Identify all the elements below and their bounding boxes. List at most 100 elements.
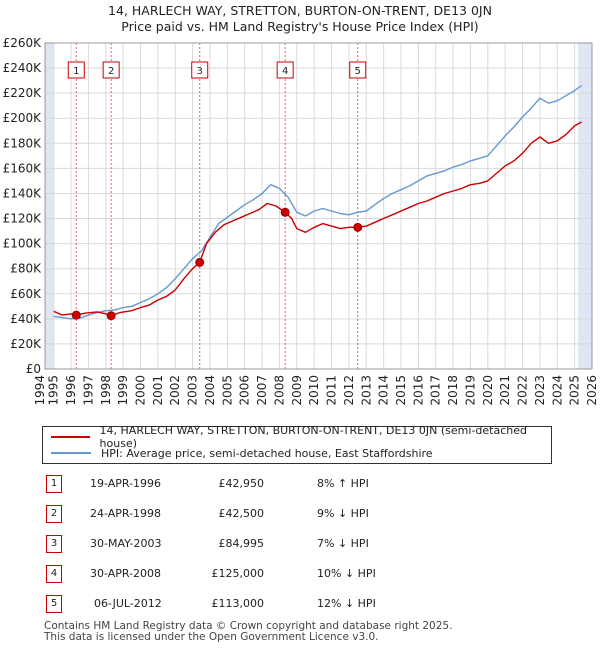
x-tick-label: 1995	[47, 375, 61, 406]
plot-frame	[44, 42, 593, 370]
footer-copyright: Contains HM Land Registry data © Crown c…	[44, 620, 453, 632]
sale-date: 30-APR-2008	[90, 567, 162, 580]
y-tick-label: £140K	[3, 186, 43, 200]
event-marker-box	[102, 61, 120, 79]
y-tick-label: £220K	[3, 86, 43, 100]
y-tick-label: £120K	[3, 212, 43, 226]
series-line-hpi	[53, 85, 583, 320]
sale-row: 2 24-APR-1998 £42,500 9% ↓ HPI	[42, 505, 562, 525]
x-tick-label: 1998	[99, 375, 113, 406]
x-tick-label: 2008	[272, 375, 286, 406]
sale-row: 1 19-APR-1996 £42,950 8% ↑ HPI	[42, 475, 562, 495]
event-marker-box	[276, 61, 294, 79]
x-tick-label: 2000	[134, 375, 148, 406]
sale-hpi: 7% ↓ HPI	[317, 537, 369, 550]
x-tick-label: 2015	[394, 375, 408, 406]
x-tick-label: 2016	[411, 375, 425, 406]
price-chart: £0 £20K £40K £60K £80K £100K £120K £140K £160K £1…	[3, 36, 599, 406]
event-marker-label: 3	[197, 66, 203, 77]
sale-price: £84,995	[218, 537, 265, 550]
shade-band-start	[45, 43, 54, 369]
plot-area	[45, 43, 592, 369]
chart-title: Price paid vs. HM Land Registry's House …	[121, 19, 479, 34]
sale-row: 3 30-MAY-2003 £84,995 7% ↓ HPI	[42, 535, 562, 555]
footer: Contains HM Land Registry data © Crown c…	[44, 621, 452, 643]
footer-license: This data is licensed under the Open Gov…	[44, 631, 379, 643]
sale-price: £42,500	[218, 507, 265, 520]
sale-number: 5	[46, 595, 62, 613]
sale-hpi: 10% ↓ HPI	[317, 567, 376, 580]
x-tick-label: 2023	[533, 375, 547, 406]
x-tick-label: 2006	[238, 375, 252, 406]
x-tick-label: 2007	[255, 375, 269, 406]
x-tick-label: 2021	[498, 375, 512, 406]
y-tick-label: £20K	[10, 337, 42, 351]
x-tick-label: 2014	[377, 375, 391, 406]
x-tick-label: 2013	[359, 375, 373, 406]
sale-point	[106, 311, 116, 321]
y-tick-label: £60K	[10, 287, 42, 301]
shade-band-end	[578, 43, 592, 369]
sale-point	[353, 222, 363, 232]
x-tick-label: 2024	[550, 375, 564, 406]
sale-date: 19-APR-1996	[90, 477, 162, 490]
chart-legend: 14, HARLECH WAY, STRETTON, BURTON-ON-TRE…	[42, 424, 552, 464]
y-tick-label: £260K	[3, 36, 43, 50]
y-tick-label: £160K	[3, 161, 43, 175]
event-marker-label: 4	[282, 66, 288, 77]
sale-number: 1	[46, 475, 62, 493]
x-tick-label: 2017	[429, 375, 443, 406]
sale-hpi: 12% ↓ HPI	[317, 597, 376, 610]
x-tick-label: 2019	[463, 375, 477, 406]
x-tick-label: 2012	[342, 375, 356, 406]
sale-number: 3	[46, 535, 62, 553]
event-marker-label: 5	[355, 66, 361, 77]
x-tick-label: 2018	[446, 375, 460, 406]
sale-number: 4	[46, 565, 62, 583]
y-tick-label: £180K	[3, 136, 43, 150]
x-tick-label: 2010	[307, 375, 321, 406]
x-tick-label: 1994	[33, 375, 47, 406]
sale-hpi: 8% ↑ HPI	[317, 477, 369, 490]
sale-date: 24-APR-1998	[90, 507, 162, 520]
sale-date: 30-MAY-2003	[90, 537, 162, 550]
x-tick-label: 2002	[168, 375, 182, 406]
event-marker-box	[191, 61, 209, 79]
event-marker-label: 2	[108, 66, 114, 77]
sale-price: £42,950	[218, 477, 265, 490]
y-tick-label: £240K	[3, 61, 43, 75]
x-tick-label: 2005	[220, 375, 234, 406]
legend-label-property: 14, HARLECH WAY, STRETTON, BURTON-ON-TRE…	[99, 424, 527, 450]
sale-row: 4 30-APR-2008 £125,000 10% ↓ HPI	[42, 565, 562, 585]
chart-title-address: 14, HARLECH WAY, STRETTON, BURTON-ON-TRE…	[108, 3, 492, 18]
sale-point	[71, 310, 81, 320]
sale-point	[280, 207, 290, 217]
x-tick-label: 2026	[585, 375, 599, 406]
x-tick-label: 1996	[64, 375, 78, 406]
x-tick-label: 2011	[325, 375, 339, 406]
x-tick-label: 1999	[116, 375, 130, 406]
legend-item-property: 14, HARLECH WAY, STRETTON, BURTON-ON-TRE…	[51, 424, 551, 450]
event-marker-box	[67, 61, 85, 79]
legend-label-hpi: HPI: Average price, semi-detached house,…	[101, 446, 433, 460]
sale-number: 2	[46, 505, 62, 523]
sale-price: £113,000	[211, 597, 265, 610]
sale-hpi: 9% ↓ HPI	[317, 507, 369, 520]
sale-point	[195, 257, 205, 267]
x-tick-label: 2004	[203, 375, 217, 406]
y-tick-label: £100K	[3, 237, 43, 251]
x-tick-label: 2022	[516, 375, 530, 406]
event-marker-label: 1	[73, 66, 79, 77]
series-line-property	[53, 121, 582, 317]
legend-item-hpi: HPI: Average price, semi-detached house,…	[51, 445, 433, 461]
x-tick-label: 2003	[186, 375, 200, 406]
y-tick-label: £0	[26, 362, 41, 376]
y-tick-label: £80K	[10, 262, 42, 276]
event-marker-box	[349, 61, 367, 79]
x-tick-label: 2001	[151, 375, 165, 406]
x-tick-label: 2009	[290, 375, 304, 406]
x-tick-label: 2025	[568, 375, 582, 406]
legend-swatch-blue	[51, 452, 91, 454]
sale-row: 5 06-JUL-2012 £113,000 12% ↓ HPI	[42, 595, 562, 615]
x-tick-label: 2020	[481, 375, 495, 406]
